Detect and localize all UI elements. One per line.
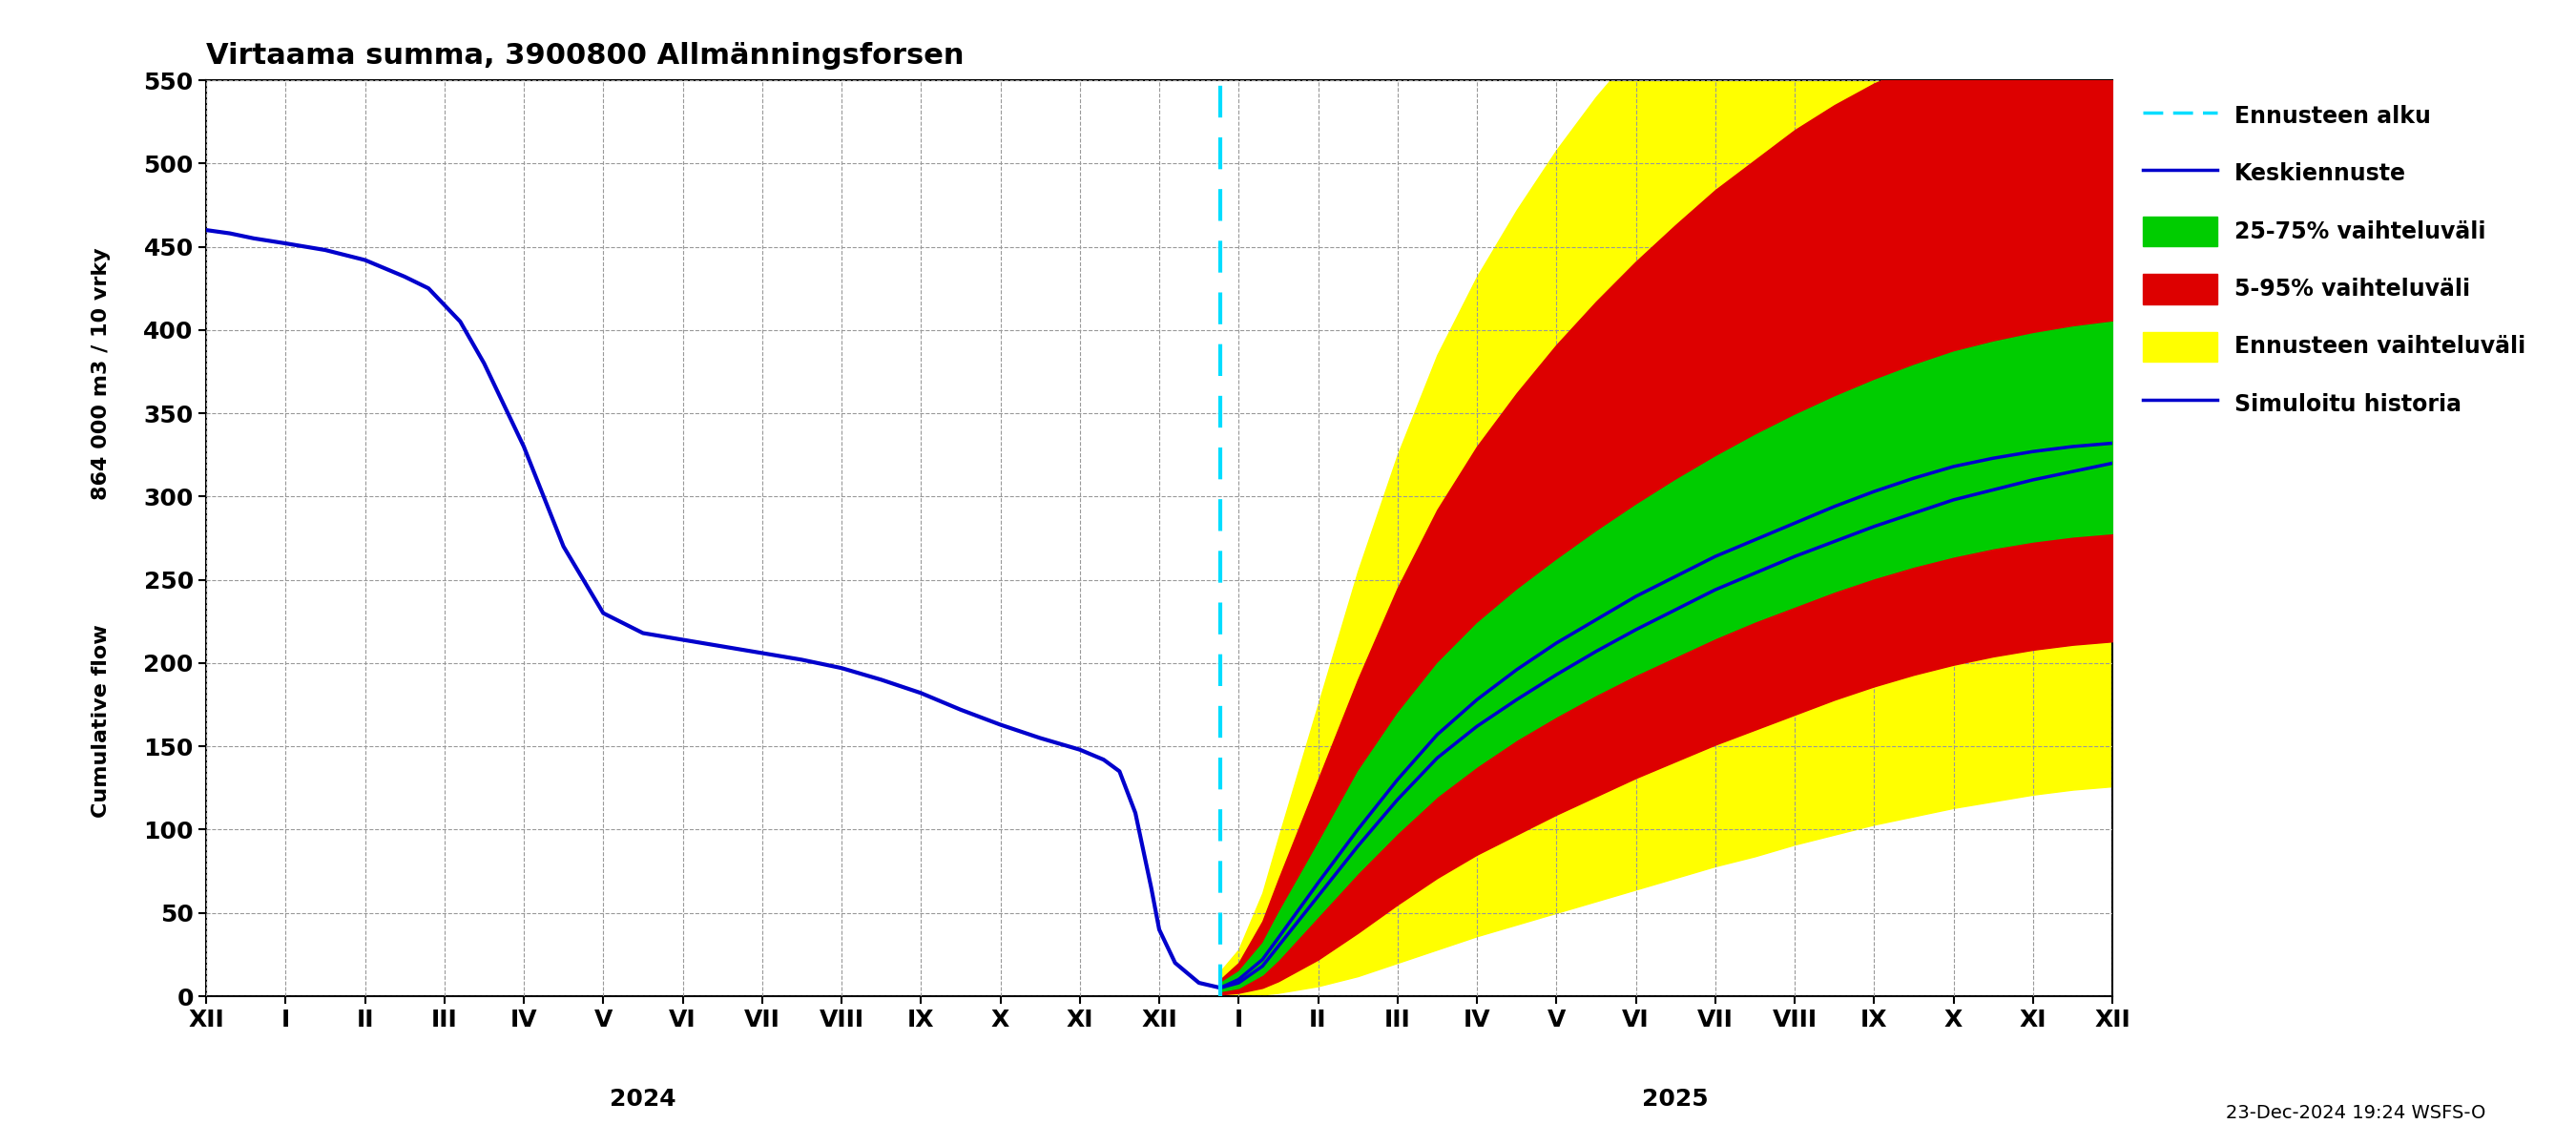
Text: 864 000 m3 / 10 vrky: 864 000 m3 / 10 vrky <box>93 247 111 499</box>
Legend: Ennusteen alku, Keskiennuste, 25-75% vaihteluväli, 5-95% vaihteluväli, Ennusteen: Ennusteen alku, Keskiennuste, 25-75% vai… <box>2133 90 2535 429</box>
Text: Virtaama summa, 3900800 Allmänningsforsen: Virtaama summa, 3900800 Allmänningsforse… <box>206 42 963 70</box>
Text: 2025: 2025 <box>1643 1088 1708 1111</box>
Text: 23-Dec-2024 19:24 WSFS-O: 23-Dec-2024 19:24 WSFS-O <box>2226 1104 2486 1122</box>
Text: Cumulative flow: Cumulative flow <box>93 625 111 818</box>
Text: 2024: 2024 <box>611 1088 675 1111</box>
